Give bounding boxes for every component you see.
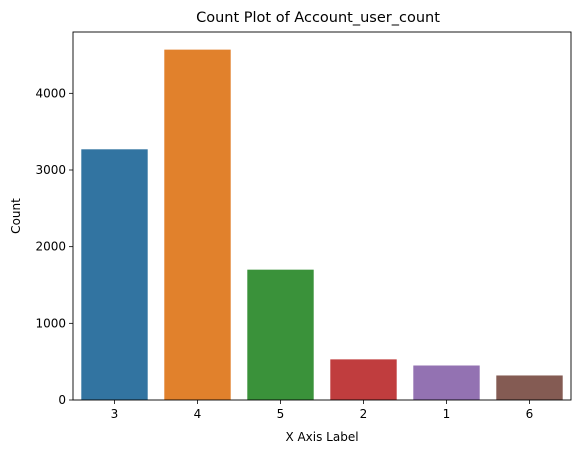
y-axis-ticks: 0 1000 2000 3000 4000 (35, 86, 73, 407)
x-tick-label: 3 (111, 407, 119, 421)
bars-group (81, 49, 563, 401)
x-tick-label: 5 (277, 407, 285, 421)
x-tick-label: 1 (443, 407, 451, 421)
y-tick-label: 1000 (35, 316, 66, 330)
x-axis-label: X Axis Label (285, 430, 358, 444)
y-tick-label: 0 (58, 393, 66, 407)
bar-3 (81, 149, 148, 400)
bar-1 (413, 365, 480, 400)
bar-2 (330, 359, 397, 400)
y-tick-label: 3000 (35, 163, 66, 177)
x-axis-ticks: 3 4 5 2 1 6 (111, 400, 534, 421)
x-tick-label: 6 (526, 407, 534, 421)
y-axis-label: Count (9, 198, 23, 234)
y-tick-label: 2000 (35, 240, 66, 254)
plot-frame (72, 31, 572, 401)
bar-5 (247, 269, 314, 400)
y-tick-label: 4000 (35, 86, 66, 100)
x-tick-label: 2 (360, 407, 368, 421)
bar-4 (164, 49, 231, 401)
x-tick-label: 4 (194, 407, 202, 421)
chart-title: Count Plot of Account_user_count (196, 10, 440, 26)
bar-6 (496, 375, 563, 400)
